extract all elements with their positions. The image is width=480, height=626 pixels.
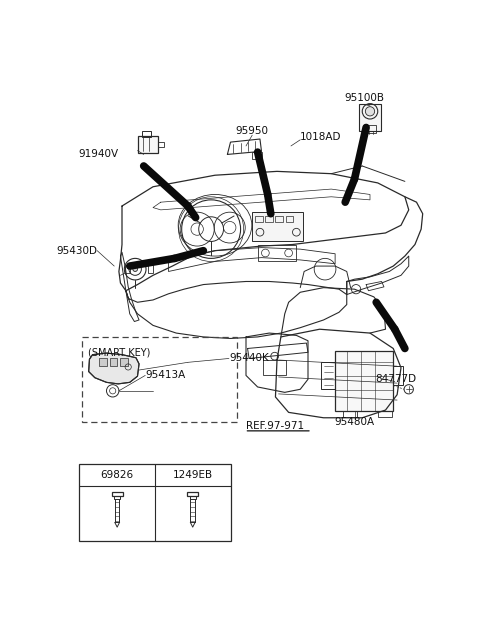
Bar: [79, 464, 230, 541]
Text: 1249EB: 1249EB: [173, 470, 213, 480]
Text: REF.97-971: REF.97-971: [246, 421, 304, 431]
Text: 95950: 95950: [236, 126, 269, 136]
Bar: [137, 136, 157, 153]
Text: 1018AD: 1018AD: [300, 131, 342, 141]
Text: 69826: 69826: [101, 470, 134, 480]
Bar: [142, 131, 152, 138]
Bar: [99, 359, 107, 366]
Bar: [255, 216, 263, 222]
Text: (SMART KEY): (SMART KEY): [88, 347, 150, 357]
Bar: [335, 351, 393, 411]
Bar: [265, 216, 273, 222]
Bar: [378, 411, 392, 417]
Bar: [109, 359, 117, 366]
Bar: [276, 216, 283, 222]
Text: 84777D: 84777D: [375, 374, 417, 384]
Bar: [364, 125, 376, 133]
Circle shape: [133, 267, 137, 272]
Bar: [252, 212, 302, 242]
Bar: [125, 265, 130, 273]
Bar: [187, 491, 198, 496]
Bar: [252, 152, 262, 159]
Text: 95430D: 95430D: [56, 245, 97, 255]
Bar: [286, 216, 293, 222]
Bar: [120, 359, 128, 366]
Bar: [114, 496, 120, 500]
Bar: [157, 142, 164, 146]
Text: 95440K: 95440K: [229, 354, 269, 364]
Bar: [258, 245, 296, 262]
Bar: [343, 411, 357, 417]
Bar: [393, 366, 403, 386]
Bar: [263, 360, 286, 376]
Text: 95100B: 95100B: [345, 93, 384, 103]
Bar: [321, 362, 335, 389]
Bar: [112, 491, 122, 496]
Bar: [148, 265, 153, 273]
Text: 95480A: 95480A: [335, 417, 374, 427]
Bar: [82, 337, 237, 422]
Bar: [190, 496, 196, 500]
Text: 91940V: 91940V: [78, 150, 118, 160]
Text: 95413A: 95413A: [145, 371, 185, 381]
Circle shape: [365, 106, 375, 116]
Bar: [359, 104, 381, 131]
Polygon shape: [89, 353, 139, 384]
